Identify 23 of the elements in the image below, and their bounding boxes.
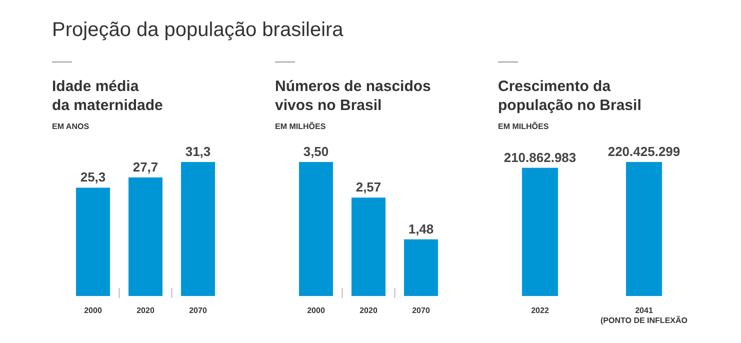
chart-title: Números de nascidos vivos no Brasil: [275, 78, 431, 114]
data-label: 27,7: [132, 159, 158, 174]
x-tick-label: 2000: [307, 306, 326, 315]
x-tick-label: 2020: [136, 306, 155, 315]
x-tick-label: 2000: [84, 306, 102, 315]
chart-subtitle: EM ANOS: [52, 122, 90, 131]
x-tick-label: 2041 (PONTO DE INFLEXÃO: [600, 306, 688, 325]
x-tick-label: 2070: [412, 306, 430, 315]
data-label: 31,3: [185, 144, 211, 159]
chart-subtitle: EM MILHÕES: [498, 121, 550, 131]
data-label: 220.425.299: [608, 144, 680, 159]
data-label: 25,3: [80, 170, 106, 185]
data-label: 2,57: [356, 180, 382, 195]
data-label: 1,48: [408, 221, 434, 236]
chart-subtitle: EM MILHÕES: [275, 121, 326, 131]
data-label: 3,50: [303, 144, 329, 159]
x-tick-label: 2070: [189, 306, 208, 315]
x-tick-label: 2022: [531, 306, 550, 315]
text: Projeção da população brasileira: [52, 19, 344, 41]
chart-title: Idade média da maternidade: [52, 78, 163, 114]
x-tick-label: 2020: [360, 306, 378, 315]
data-label: 210.862.983: [504, 150, 576, 165]
chart-title: Crescimento da população no Brasil: [498, 78, 642, 114]
